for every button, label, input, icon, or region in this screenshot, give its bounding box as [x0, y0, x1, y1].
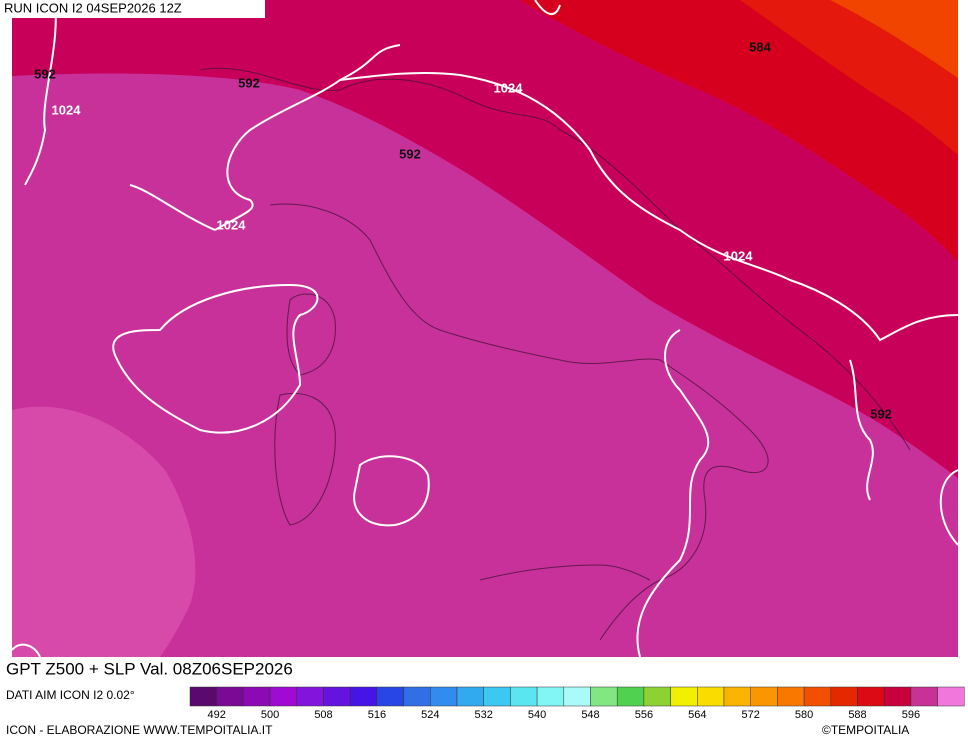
- colorbar-swatch: [536, 686, 565, 707]
- colorbar-swatch: [803, 686, 832, 707]
- run-label: RUN ICON I2 04SEP2026 12Z: [4, 0, 182, 15]
- contour-label: 1024: [52, 102, 82, 117]
- source-label: DATI AIM ICON I2 0.02°: [6, 688, 135, 702]
- contour-label: 1024: [724, 248, 754, 263]
- colorbar-swatch: [643, 686, 671, 707]
- colorbar-swatch: [510, 686, 538, 707]
- colorbar-swatch: [857, 686, 885, 707]
- header-box: [0, 0, 265, 18]
- colorbar-swatch: [376, 686, 404, 707]
- colorbar-swatch: [830, 686, 858, 707]
- colorbar-label: 508: [314, 709, 332, 721]
- colorbar-swatch: [216, 686, 244, 707]
- contour-label: 584: [749, 39, 771, 54]
- colorbar-swatch: [189, 686, 217, 707]
- colorbar-label: 564: [688, 709, 706, 721]
- colorbar-swatch: [323, 686, 351, 707]
- colorbar-swatch: [243, 686, 271, 707]
- colorbar-label: 588: [848, 709, 866, 721]
- colorbar-swatch: [616, 686, 645, 707]
- field-576: [830, 0, 958, 78]
- colorbar-swatch: [883, 686, 912, 707]
- colorbar-swatch: [349, 686, 378, 707]
- colorbar-swatch: [590, 686, 618, 707]
- contour-labels: 592 1024 592 1024 592 1024 1024 592 584: [34, 39, 892, 421]
- contour-label: 1024: [217, 217, 247, 232]
- colorbar-label: 548: [581, 709, 599, 721]
- colorbar-swatch: [403, 686, 431, 707]
- contour-label: 592: [870, 406, 892, 421]
- colorbar-label: 492: [208, 709, 226, 721]
- colorbar-label: 556: [635, 709, 653, 721]
- colorbar-label: 596: [902, 709, 920, 721]
- credit-label: ICON - ELABORAZIONE WWW.TEMPOITALIA.IT: [6, 723, 273, 737]
- colorbar-swatch: [430, 686, 458, 707]
- field-596: [12, 406, 196, 657]
- contour-label: 592: [238, 75, 260, 90]
- colorbar-swatch: [456, 686, 484, 707]
- colorbar-label: 532: [475, 709, 493, 721]
- colorbar-swatch: [483, 686, 511, 707]
- colorbar-label: 524: [421, 709, 439, 721]
- colorbar-swatch: [269, 686, 298, 707]
- isobars: [11, 0, 959, 658]
- colorbar-swatch: [910, 686, 938, 707]
- colorbar-swatch: [670, 686, 698, 707]
- colorbar-label: 572: [742, 709, 760, 721]
- colorbar-label: 540: [528, 709, 546, 721]
- colorbar-swatch: [563, 686, 591, 707]
- colorbar-label: 516: [368, 709, 386, 721]
- field-588: [12, 0, 958, 478]
- colorbar-swatch: [750, 686, 778, 707]
- borders: [199, 67, 911, 641]
- copyright-label: ©TEMPOITALIA: [822, 723, 909, 737]
- contour-label: 592: [34, 66, 56, 81]
- colorbar-swatch: [697, 686, 725, 707]
- colorbar-label: 500: [261, 709, 279, 721]
- map-title: GPT Z500 + SLP Val. 08Z06SEP2026: [6, 659, 293, 678]
- contour-label: 592: [399, 146, 421, 161]
- colorbar: 492 500 508 516 524 532 540 548 556 564 572 580 588 5…: [189, 686, 965, 721]
- map: [11, 0, 959, 658]
- colorbar-swatch: [777, 686, 805, 707]
- colorbar-label: 580: [795, 709, 813, 721]
- contour-label: 1024: [494, 80, 524, 95]
- colorbar-swatch: [723, 686, 751, 707]
- title-box: [0, 657, 413, 683]
- colorbar-swatch: [937, 686, 965, 707]
- colorbar-swatch: [296, 686, 324, 707]
